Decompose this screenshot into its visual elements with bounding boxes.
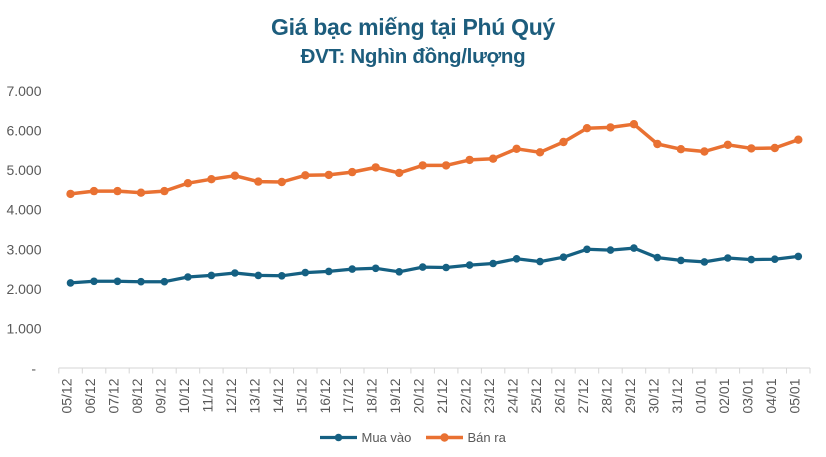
svg-text:23/12: 23/12: [481, 378, 497, 413]
svg-text:Bán ra: Bán ra: [468, 430, 507, 445]
svg-text:06/12: 06/12: [82, 378, 98, 413]
svg-text:20/12: 20/12: [411, 378, 427, 413]
svg-text:18/12: 18/12: [364, 378, 380, 413]
svg-text:16/12: 16/12: [317, 378, 333, 413]
svg-text:31/12: 31/12: [669, 378, 685, 413]
svg-text:7.000: 7.000: [6, 83, 41, 99]
svg-text:01/01: 01/01: [692, 378, 708, 413]
svg-text:02/01: 02/01: [716, 378, 732, 413]
svg-text:28/12: 28/12: [599, 378, 615, 413]
svg-text:26/12: 26/12: [552, 378, 568, 413]
svg-text:30/12: 30/12: [645, 378, 661, 413]
svg-text:17/12: 17/12: [340, 378, 356, 413]
svg-text:19/12: 19/12: [387, 378, 403, 413]
svg-text:21/12: 21/12: [434, 378, 450, 413]
svg-text:10/12: 10/12: [176, 378, 192, 413]
svg-text:3.000: 3.000: [6, 241, 41, 257]
svg-text:Mua vào: Mua vào: [362, 430, 412, 445]
svg-text:5.000: 5.000: [6, 162, 41, 178]
svg-text:13/12: 13/12: [246, 378, 262, 413]
svg-text:22/12: 22/12: [458, 378, 474, 413]
svg-text:05/12: 05/12: [59, 378, 75, 413]
svg-text:6.000: 6.000: [6, 123, 41, 139]
svg-text:07/12: 07/12: [106, 378, 122, 413]
svg-text:09/12: 09/12: [152, 378, 168, 413]
svg-text:2.000: 2.000: [6, 281, 41, 297]
svg-text:03/01: 03/01: [739, 378, 755, 413]
svg-text:27/12: 27/12: [575, 378, 591, 413]
svg-text:08/12: 08/12: [129, 378, 145, 413]
svg-text:15/12: 15/12: [293, 378, 309, 413]
svg-text:12/12: 12/12: [223, 378, 239, 413]
svg-text:24/12: 24/12: [505, 378, 521, 413]
svg-text:29/12: 29/12: [622, 378, 638, 413]
svg-text:-: -: [31, 361, 36, 377]
svg-text:25/12: 25/12: [528, 378, 544, 413]
svg-text:1.000: 1.000: [6, 320, 41, 336]
svg-text:14/12: 14/12: [270, 378, 286, 413]
svg-text:05/01: 05/01: [786, 378, 802, 413]
svg-text:4.000: 4.000: [6, 202, 41, 218]
svg-text:11/12: 11/12: [199, 378, 215, 412]
svg-text:04/01: 04/01: [763, 378, 779, 413]
